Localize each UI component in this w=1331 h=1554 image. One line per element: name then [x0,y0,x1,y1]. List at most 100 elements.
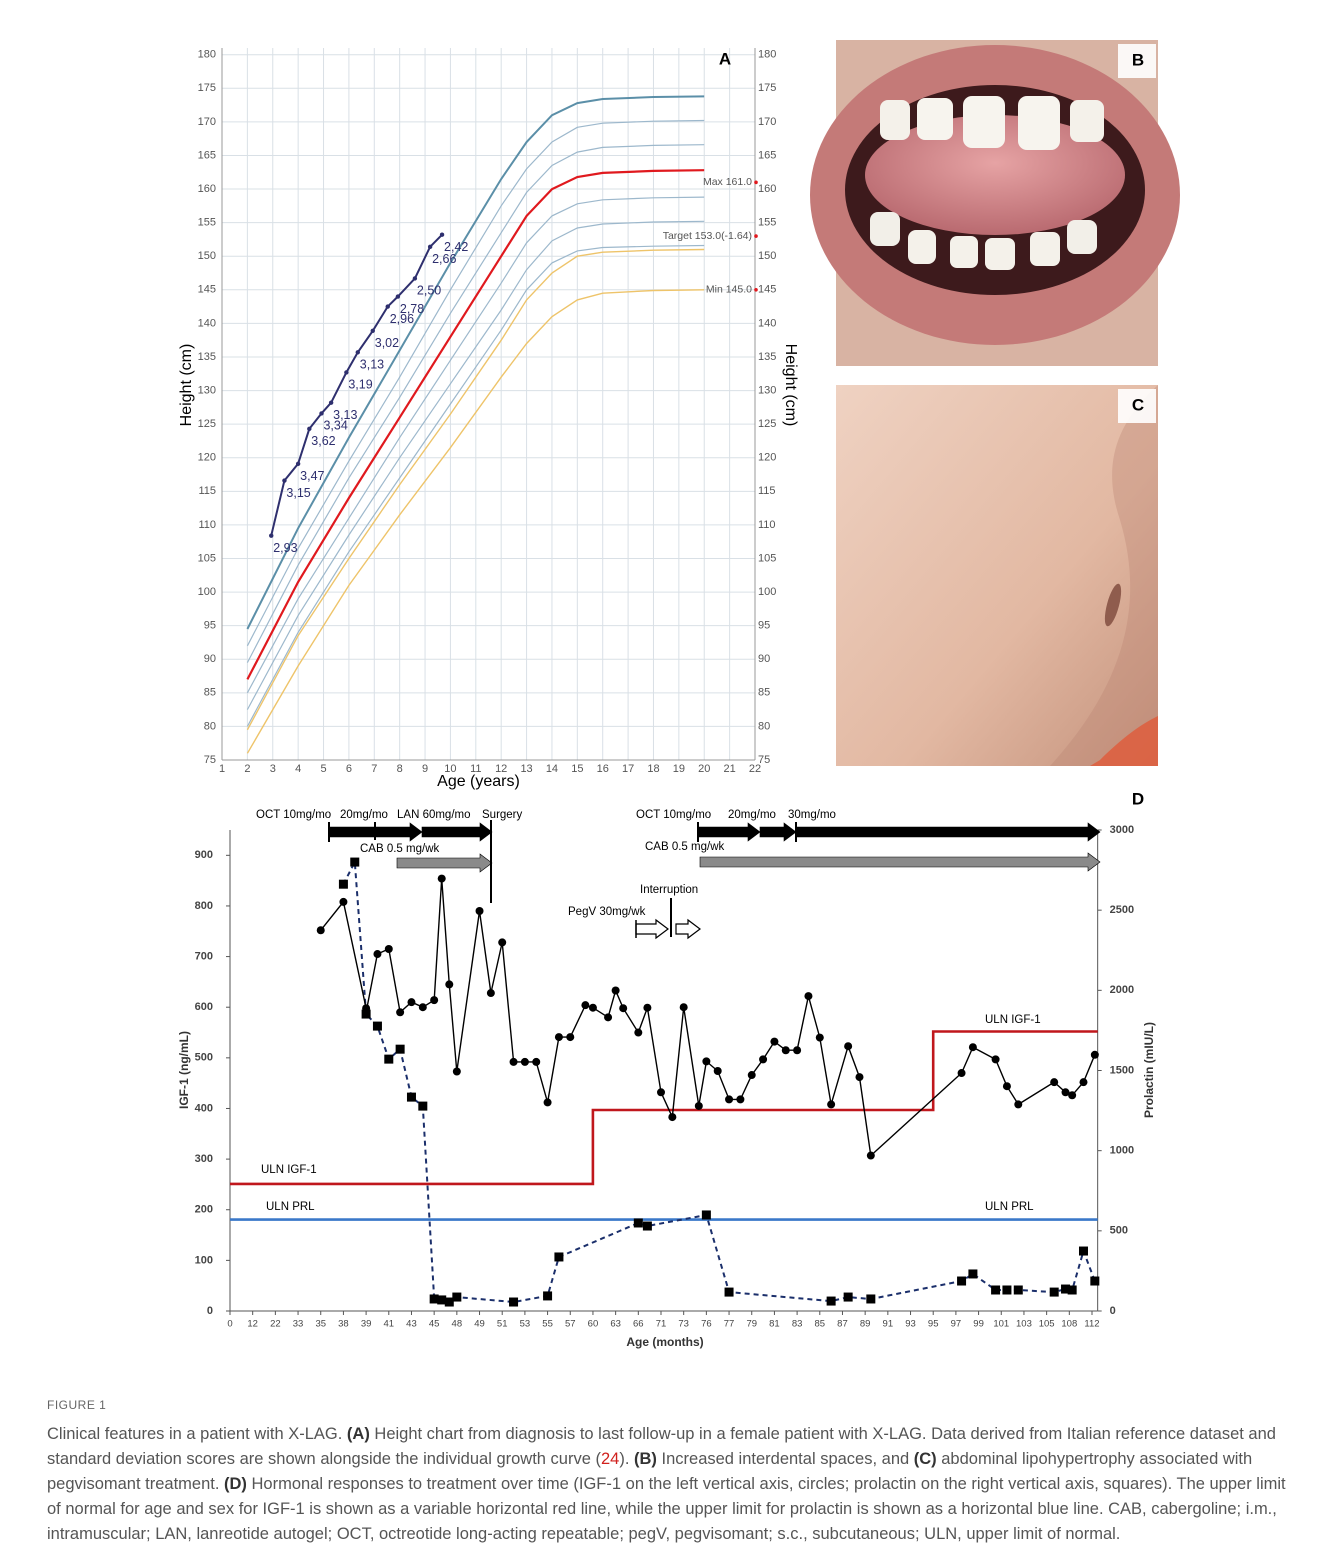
y2-tick-label: 165 [758,149,776,161]
caption: FIGURE 1 Clinical features in a patient … [47,1398,1292,1547]
y2-tick-label: 1500 [1110,1064,1134,1076]
data-point [307,427,311,431]
page: B C 123456789101112131415161718192021227… [0,0,1331,1554]
x-tick-label: 89 [860,1319,871,1330]
data-point [521,1058,529,1066]
y-tick-label: 150 [198,250,216,262]
data-point [968,1269,977,1278]
treatment-arrow [676,920,700,938]
data-point [296,462,300,466]
line-label: ULN IGF-1 [985,1014,1041,1026]
sds-label: 3,02 [375,336,399,350]
data-point [543,1291,552,1300]
x-tick-label: 3 [270,763,276,775]
data-point [702,1210,711,1219]
treatment-arrow [698,823,760,841]
y-tick-label: 95 [204,620,216,632]
data-point [748,1071,756,1079]
x-tick-label: 66 [633,1319,644,1330]
x-tick-label: 19 [673,763,685,775]
data-point [714,1067,722,1075]
y-tick-label: 900 [195,849,213,861]
x-tick-label: 2 [244,763,250,775]
x-tick-label: 45 [429,1319,440,1330]
y2-tick-label: 125 [758,418,776,430]
x-tick-label: 112 [1084,1319,1099,1330]
y2-tick-label: 155 [758,217,776,229]
x-tick-label: 14 [546,763,558,775]
x-tick-label: 18 [647,763,659,775]
annotation: Max 161.0 [703,176,752,188]
y-axis-title: Height (cm) [178,344,195,427]
data-point [510,1058,518,1066]
y2-axis-title: Height (cm) [782,344,799,427]
caption-citation[interactable]: 24 [601,1450,619,1468]
y-tick-label: 115 [198,485,216,497]
y-tick-label: 400 [195,1102,213,1114]
x-tick-label: 5 [320,763,326,775]
y2-axis-title: Prolactin (mIU/L) [1142,1022,1156,1118]
y2-tick-label: 115 [758,485,776,497]
y-tick-label: 700 [195,950,213,962]
data-point [386,304,390,308]
data-point [866,1294,875,1303]
treatment-label: Interruption [640,884,698,896]
annotation-marker [754,234,758,238]
x-tick-label: 21 [723,763,735,775]
data-point [430,996,438,1004]
x-tick-label: 103 [1016,1319,1032,1330]
y2-tick-label: 150 [758,250,776,262]
x-tick-label: 38 [338,1319,349,1330]
data-point [419,1003,427,1011]
x-tick-label: 41 [384,1319,395,1330]
data-point [407,1093,416,1102]
y-tick-label: 160 [198,183,216,195]
annotation: Target 153.0(-1.64) [663,230,752,242]
y-tick-label: 140 [198,317,216,329]
data-point [867,1152,875,1160]
data-point [589,1004,597,1012]
data-point [418,1102,427,1111]
photo-c: C [836,385,1158,766]
caption-panel-ref: (B) [634,1450,657,1468]
x-tick-label: 13 [520,763,532,775]
x-tick-label: 108 [1061,1319,1077,1330]
data-point [350,858,359,867]
x-tick-label: 101 [993,1319,1009,1330]
data-point [385,945,393,953]
data-point [566,1033,574,1041]
sds-label: 2,42 [444,240,468,254]
data-point [1002,1285,1011,1294]
x-tick-label: 97 [951,1319,962,1330]
y2-tick-label: 500 [1110,1225,1128,1237]
x-tick-label: 53 [520,1319,531,1330]
line-label: ULN IGF-1 [261,1164,317,1176]
x-tick-label: 16 [597,763,609,775]
caption-text: Clinical features in a patient with X-LA… [47,1422,1292,1547]
y-tick-label: 0 [207,1305,213,1317]
data-point [827,1297,836,1306]
y2-tick-label: 180 [758,49,776,61]
x-tick-label: 49 [474,1319,485,1330]
y2-tick-label: 100 [758,586,776,598]
data-point [725,1288,734,1297]
x-tick-label: 39 [361,1319,372,1330]
sds-label: 3,15 [286,486,310,500]
data-point [657,1088,665,1096]
x-tick-label: 12 [247,1319,258,1330]
x-tick-label: 6 [346,763,352,775]
data-point [373,950,381,958]
caption-text: ). [619,1450,634,1468]
caption-panel-ref: (D) [224,1475,247,1493]
y-tick-label: 85 [204,687,216,699]
data-point [770,1038,778,1046]
sds-label: 3,13 [333,408,357,422]
data-point [282,478,286,482]
data-point [453,1068,461,1076]
data-point [317,926,325,934]
data-point [643,1004,651,1012]
data-point [1079,1078,1087,1086]
data-point [344,370,348,374]
y-axis-title: IGF-1 (ng/mL) [177,1031,191,1109]
treatment-label: 20mg/mo [340,809,388,821]
